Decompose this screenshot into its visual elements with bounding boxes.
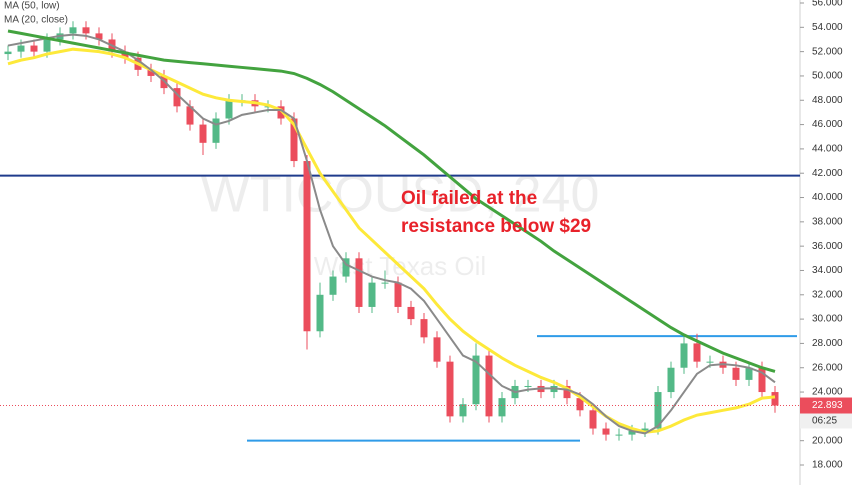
candle-body — [4, 51, 12, 55]
price-tag — [800, 397, 852, 414]
candle-body — [576, 398, 584, 411]
y-tick-label: 44.000 — [812, 144, 843, 155]
candle-body — [264, 106, 272, 108]
candle-body — [563, 385, 571, 399]
y-tick-label: 46.000 — [812, 119, 843, 130]
y-tick-label: 52.000 — [812, 46, 843, 57]
candle-body — [485, 355, 493, 417]
candle-body — [654, 392, 662, 429]
timer: 06:25 — [812, 416, 837, 427]
candle-body — [407, 306, 415, 320]
candle-body — [225, 100, 233, 119]
candle-body — [277, 106, 285, 119]
candle-body — [771, 392, 779, 406]
candle-body — [589, 410, 597, 429]
y-tick-label: 20.000 — [812, 435, 843, 446]
candle-body — [303, 161, 311, 332]
candle-body — [602, 428, 610, 435]
y-tick-label: 36.000 — [812, 241, 843, 252]
candle-body — [368, 282, 376, 307]
candle-body — [43, 39, 51, 52]
candle-body — [381, 282, 389, 284]
legend-entry: MA (50, low) — [4, 1, 60, 12]
annotation: Oil failed at the — [401, 188, 537, 209]
candle-body — [394, 282, 402, 307]
candle-body — [199, 124, 207, 143]
annotation: resistance below $29 — [401, 216, 591, 237]
candle-body — [342, 258, 350, 277]
candle-body — [186, 106, 194, 125]
candle-body — [17, 45, 25, 52]
y-tick-label: 32.000 — [812, 289, 843, 300]
candle-body — [641, 428, 649, 431]
candle-body — [147, 69, 155, 76]
candle-body — [95, 33, 103, 40]
candle-body — [615, 434, 623, 436]
y-tick-label: 38.000 — [812, 216, 843, 227]
candle-body — [82, 27, 90, 34]
y-tick-label: 24.000 — [812, 387, 843, 398]
candle-body — [355, 258, 363, 307]
candle-body — [472, 355, 480, 405]
candle-body — [459, 404, 467, 417]
y-tick-label: 26.000 — [812, 362, 843, 373]
candle-body — [433, 337, 441, 362]
candle-body — [758, 367, 766, 393]
candle-body — [121, 51, 129, 58]
y-tick-label: 50.000 — [812, 71, 843, 82]
candle-body — [329, 276, 337, 295]
ma-line — [7, 33, 776, 435]
candle-body — [212, 118, 220, 143]
y-tick-label: 18.000 — [812, 460, 843, 471]
price-tag-label: 22.893 — [812, 400, 843, 411]
candle-body — [498, 398, 506, 417]
candle-body — [290, 118, 298, 162]
candle-body — [30, 45, 38, 52]
candle-body — [745, 367, 753, 380]
candle-body — [420, 319, 428, 338]
y-tick-label: 48.000 — [812, 95, 843, 106]
candle-body — [680, 343, 688, 368]
candle-body — [693, 343, 701, 362]
legend-entry: MA (20, close) — [4, 15, 68, 26]
y-tick-label: 34.000 — [812, 265, 843, 276]
y-tick-label: 30.000 — [812, 314, 843, 325]
y-tick-label: 54.000 — [812, 22, 843, 33]
candle-body — [173, 88, 181, 107]
candle-body — [446, 361, 454, 417]
ma-line — [7, 29, 776, 373]
y-tick-label: 40.000 — [812, 192, 843, 203]
candle-body — [69, 27, 77, 34]
y-tick-label: 56.000 — [812, 0, 843, 9]
y-tick-label: 28.000 — [812, 338, 843, 349]
candle-body — [732, 367, 740, 380]
candle-body — [706, 361, 714, 363]
candle-body — [667, 367, 675, 393]
candle-body — [628, 430, 636, 435]
candle-body — [524, 385, 532, 387]
y-tick-label: 42.000 — [812, 168, 843, 179]
timer-box — [800, 413, 852, 429]
candle-body — [316, 294, 324, 332]
